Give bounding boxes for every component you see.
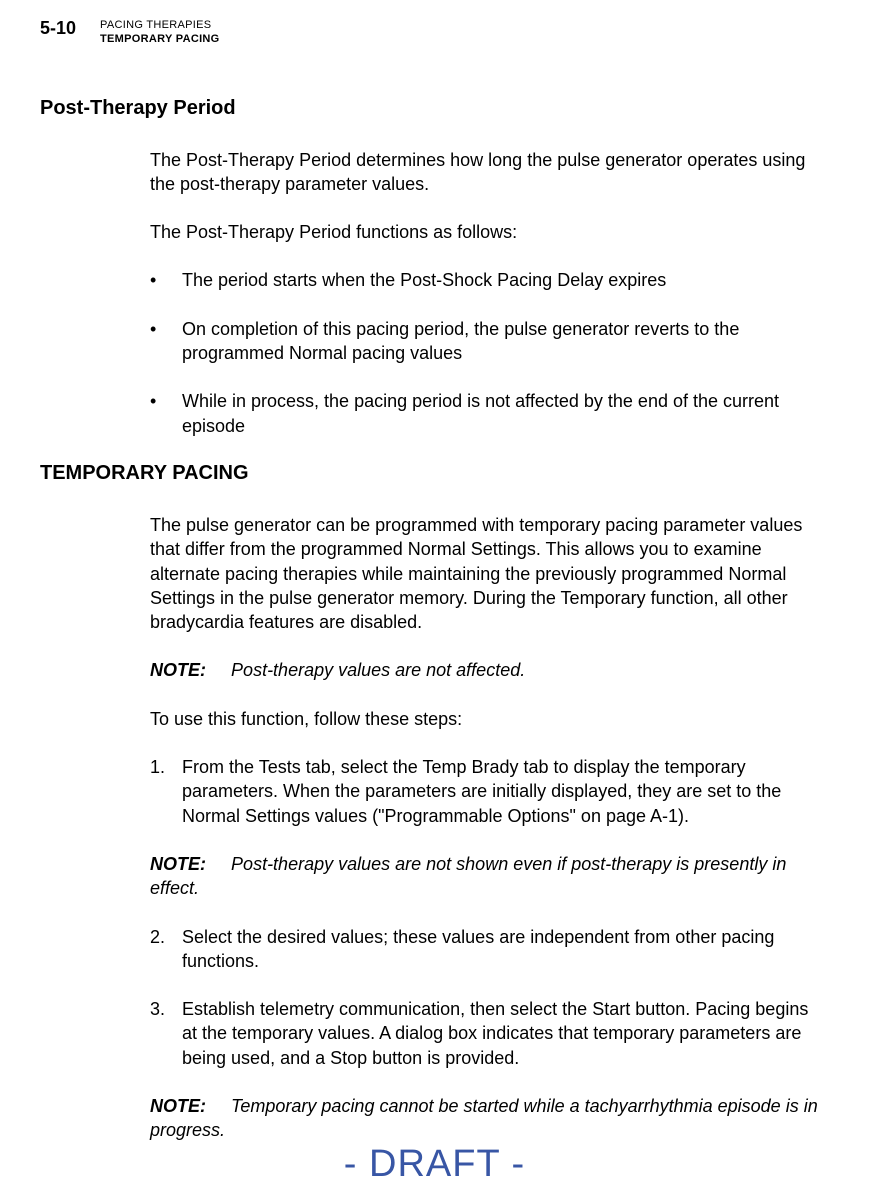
note-block-1: NOTE: Post-therapy values are not affect… <box>150 658 819 682</box>
post-therapy-functions-intro: The Post-Therapy Period functions as fol… <box>150 220 819 244</box>
step-text: From the Tests tab, select the Temp Brad… <box>182 755 819 828</box>
step-item: 1. From the Tests tab, select the Temp B… <box>150 755 819 828</box>
bullet-text: On completion of this pacing period, the… <box>182 317 819 366</box>
step-number: 1. <box>150 755 182 779</box>
post-therapy-intro: The Post-Therapy Period determines how l… <box>150 148 819 197</box>
post-therapy-bullets: • The period starts when the Post-Shock … <box>150 268 819 437</box>
header-section: TEMPORARY PACING <box>100 32 220 46</box>
steps-list-continued: 2. Select the desired values; these valu… <box>150 925 819 1070</box>
note-text: Temporary pacing cannot be started while… <box>150 1096 818 1140</box>
note-label: NOTE: <box>150 660 206 680</box>
bullet-item: • While in process, the pacing period is… <box>150 389 819 438</box>
bullet-marker-icon: • <box>150 389 182 413</box>
post-therapy-heading: Post-Therapy Period <box>40 97 829 120</box>
step-item: 2. Select the desired values; these valu… <box>150 925 819 974</box>
note-text: Post-therapy values are not affected. <box>231 660 525 680</box>
header-title-block: PACING THERAPIES TEMPORARY PACING <box>100 18 220 47</box>
step-number: 3. <box>150 997 182 1021</box>
page-number: 5-10 <box>40 18 76 39</box>
temporary-pacing-intro: The pulse generator can be programmed wi… <box>150 513 819 634</box>
temporary-pacing-heading: TEMPORARY PACING <box>40 462 829 485</box>
steps-list: 1. From the Tests tab, select the Temp B… <box>150 755 819 828</box>
step-item: 3. Establish telemetry communication, th… <box>150 997 819 1070</box>
bullet-text: While in process, the pacing period is n… <box>182 389 819 438</box>
note-text: Post-therapy values are not shown even i… <box>150 854 786 898</box>
page-header: 5-10 PACING THERAPIES TEMPORARY PACING <box>40 18 829 47</box>
bullet-text: The period starts when the Post-Shock Pa… <box>182 268 819 292</box>
bullet-item: • The period starts when the Post-Shock … <box>150 268 819 292</box>
bullet-marker-icon: • <box>150 317 182 341</box>
bullet-marker-icon: • <box>150 268 182 292</box>
note-block-3: NOTE: Temporary pacing cannot be started… <box>150 1094 819 1143</box>
draft-watermark: - DRAFT - <box>344 1143 525 1186</box>
note-label: NOTE: <box>150 854 206 874</box>
step-number: 2. <box>150 925 182 949</box>
note-label: NOTE: <box>150 1096 206 1116</box>
steps-intro: To use this function, follow these steps… <box>150 707 819 731</box>
step-text: Select the desired values; these values … <box>182 925 819 974</box>
header-chapter: PACING THERAPIES <box>100 18 220 32</box>
bullet-item: • On completion of this pacing period, t… <box>150 317 819 366</box>
note-block-2: NOTE: Post-therapy values are not shown … <box>150 852 819 901</box>
step-text: Establish telemetry communication, then … <box>182 997 819 1070</box>
